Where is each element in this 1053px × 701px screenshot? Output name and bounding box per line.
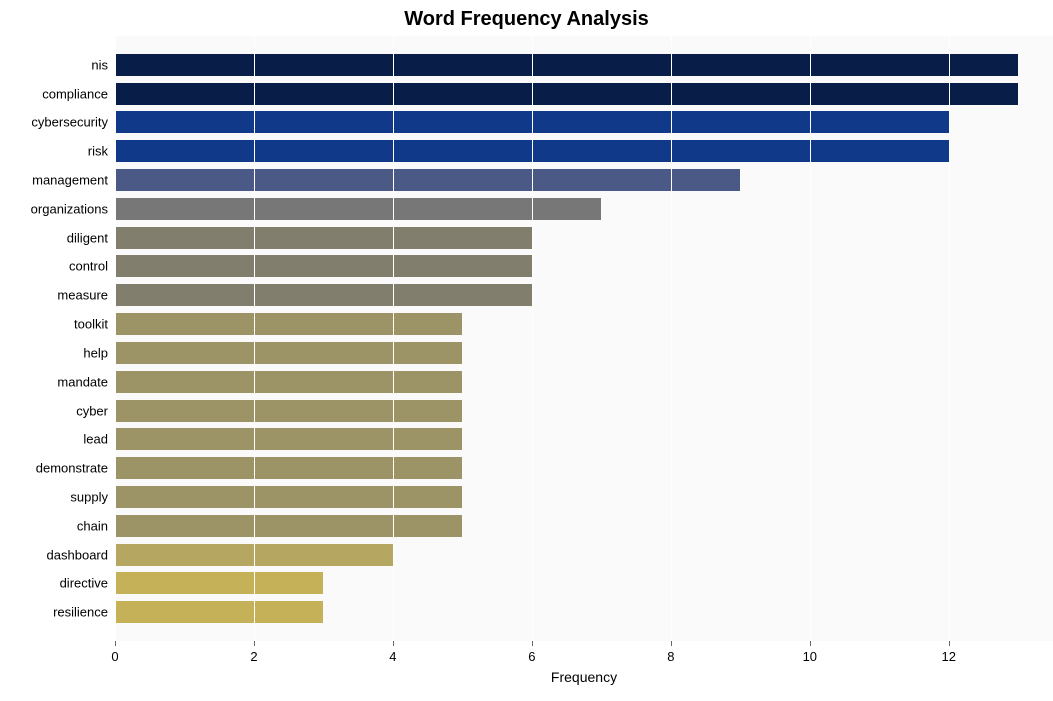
y-label-nis: nis xyxy=(91,57,108,72)
bar-directive xyxy=(115,572,323,594)
y-label-demonstrate: demonstrate xyxy=(36,461,108,476)
x-tick xyxy=(949,641,950,646)
bar-compliance xyxy=(115,83,1018,105)
y-label-supply: supply xyxy=(70,489,108,504)
y-axis-labels: nis compliance cybersecurity risk management… xyxy=(0,36,108,641)
x-tick xyxy=(671,641,672,646)
word-frequency-chart: Word Frequency Analysis nis compliance cyb… xyxy=(0,0,1053,701)
chart-title: Word Frequency Analysis xyxy=(0,8,1053,31)
y-label-cybersecurity: cybersecurity xyxy=(31,115,108,130)
bar-help xyxy=(115,342,462,364)
grid-line xyxy=(115,36,116,641)
y-label-chain: chain xyxy=(77,518,108,533)
grid-line xyxy=(671,36,672,641)
bar-demonstrate xyxy=(115,457,462,479)
bar-supply xyxy=(115,486,462,508)
y-label-toolkit: toolkit xyxy=(74,317,108,332)
bar-measure xyxy=(115,284,532,306)
bar-lead xyxy=(115,428,462,450)
y-label-lead: lead xyxy=(83,432,108,447)
grid-line xyxy=(949,36,950,641)
grid-line xyxy=(810,36,811,641)
x-tick xyxy=(393,641,394,646)
y-label-risk: risk xyxy=(88,144,108,159)
grid-line xyxy=(532,36,533,641)
x-axis-title: Frequency xyxy=(115,669,1053,685)
bar-organizations xyxy=(115,198,601,220)
y-label-management: management xyxy=(32,173,108,188)
y-label-resilience: resilience xyxy=(53,605,108,620)
bar-nis xyxy=(115,54,1018,76)
x-tick-label: 10 xyxy=(803,649,817,664)
y-label-directive: directive xyxy=(60,576,108,591)
bar-chain xyxy=(115,515,462,537)
x-tick xyxy=(115,641,116,646)
grid-line xyxy=(254,36,255,641)
bar-resilience xyxy=(115,601,323,623)
y-label-help: help xyxy=(83,345,108,360)
y-label-cyber: cyber xyxy=(76,403,108,418)
x-tick-label: 4 xyxy=(389,649,396,664)
x-axis: Frequency 024681012 xyxy=(115,641,1053,681)
x-tick-label: 0 xyxy=(111,649,118,664)
x-tick-label: 6 xyxy=(528,649,535,664)
x-tick-label: 2 xyxy=(250,649,257,664)
grid-line xyxy=(393,36,394,641)
bar-control xyxy=(115,255,532,277)
bar-management xyxy=(115,169,740,191)
x-tick xyxy=(254,641,255,646)
y-label-organizations: organizations xyxy=(31,201,108,216)
x-tick-label: 8 xyxy=(667,649,674,664)
y-label-mandate: mandate xyxy=(57,374,108,389)
y-label-dashboard: dashboard xyxy=(47,547,108,562)
bar-toolkit xyxy=(115,313,462,335)
y-label-control: control xyxy=(69,259,108,274)
y-label-compliance: compliance xyxy=(42,86,108,101)
x-tick-label: 12 xyxy=(942,649,956,664)
bar-diligent xyxy=(115,227,532,249)
y-label-diligent: diligent xyxy=(67,230,108,245)
bar-mandate xyxy=(115,371,462,393)
x-tick xyxy=(810,641,811,646)
plot-area xyxy=(115,36,1053,641)
bars-container xyxy=(115,36,1053,641)
bar-cyber xyxy=(115,400,462,422)
y-label-measure: measure xyxy=(57,288,108,303)
x-tick xyxy=(532,641,533,646)
